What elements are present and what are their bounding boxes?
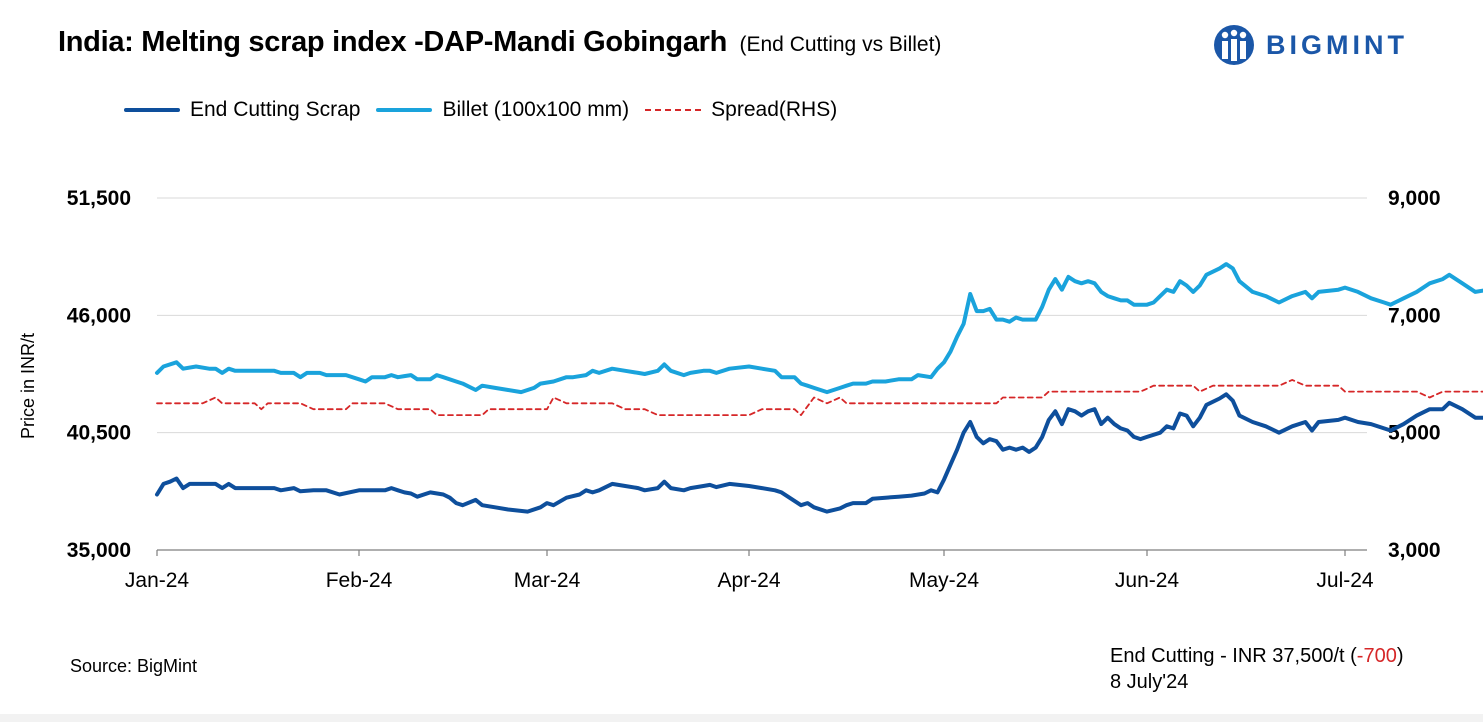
price-change: -700: [1356, 645, 1397, 667]
series-line-billet: [155, 262, 1483, 395]
y-axis-title: Price in INR/t: [18, 333, 38, 439]
price-note-line: End Cutting - INR 37,500/t (-700): [1110, 643, 1404, 669]
legend-label-spread: Spread(RHS): [711, 98, 838, 121]
logo-people-icon: [1214, 25, 1254, 65]
legend-label-end-cutting: End Cutting Scrap: [190, 98, 361, 121]
y2-tick-label: 5,000: [1388, 422, 1441, 445]
source-note: Source: BigMint: [70, 656, 198, 676]
logo-text: BIGMINT: [1266, 29, 1408, 60]
legend-swatch-billet: [376, 108, 433, 112]
x-tick-label: Apr-24: [717, 569, 780, 592]
legend-label-billet: Billet (100x100 mm): [442, 98, 630, 121]
legend-item-spread: Spread(RHS): [645, 98, 837, 122]
x-tick-label: Feb-24: [326, 569, 393, 592]
chart-title: India: Melting scrap index -DAP-Mandi Go…: [58, 26, 728, 58]
x-tick-label: Jun-24: [1115, 569, 1180, 592]
chart-legend: End Cutting Scrap Billet (100x100 mm) Sp…: [124, 98, 853, 122]
y-tick-label: 51,500: [67, 187, 131, 210]
price-note-suffix: ): [1396, 645, 1404, 667]
legend-item-end-cutting: End Cutting Scrap: [124, 98, 360, 122]
y-tick-label: 40,500: [67, 422, 131, 445]
y2-tick-label: 3,000: [1388, 539, 1441, 562]
y-tick-label: 35,000: [67, 539, 131, 562]
x-tick-label: May-24: [909, 569, 979, 592]
y2-tick-label: 7,000: [1388, 304, 1441, 327]
chart-title-row: India: Melting scrap index -DAP-Mandi Go…: [58, 26, 941, 59]
series-line-end-cutting: [155, 392, 1483, 514]
price-note: End Cutting - INR 37,500/t (-700) 8 July…: [1110, 643, 1404, 695]
y-tick-label: 46,000: [67, 304, 131, 327]
series-line-spread: [156, 379, 1483, 416]
legend-swatch-spread: [645, 109, 702, 111]
bigmint-logo: BIGMINT: [1212, 20, 1408, 70]
x-tick-label: Jan-24: [125, 569, 190, 592]
x-tick-label: Mar-24: [514, 569, 581, 592]
legend-item-billet: Billet (100x100 mm): [376, 98, 629, 122]
price-note-date: 8 July'24: [1110, 671, 1189, 693]
price-note-prefix: End Cutting - INR 37,500/t (: [1110, 645, 1357, 667]
x-tick-label: Jul-24: [1316, 569, 1374, 592]
y2-tick-label: 9,000: [1388, 187, 1441, 210]
legend-swatch-end-cutting: [124, 108, 180, 112]
bottom-strip: [0, 714, 1483, 722]
chart-subtitle: (End Cutting vs Billet): [739, 33, 942, 56]
